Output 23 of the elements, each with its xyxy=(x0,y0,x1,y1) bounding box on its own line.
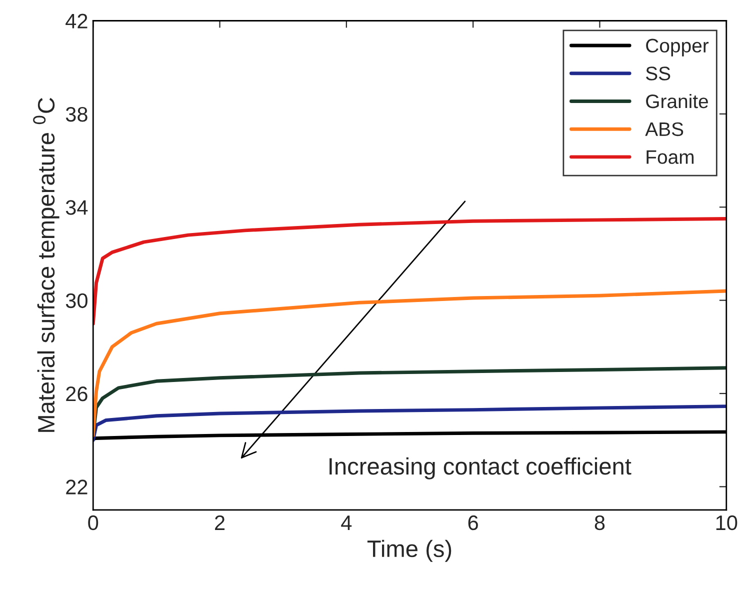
x-tick-label: 4 xyxy=(341,516,352,530)
line-series xyxy=(93,217,726,326)
legend-label: SS xyxy=(646,66,670,80)
y-tick-label: 30 xyxy=(66,293,88,308)
x-tick-label: 0 xyxy=(88,515,98,530)
line-series xyxy=(93,289,726,438)
x-tick-label: 2 xyxy=(215,515,225,530)
line-series xyxy=(93,404,726,442)
y-tick-label: 34 xyxy=(66,200,88,215)
x-tick-label: 8 xyxy=(594,515,605,530)
y-axis-title: Material surface temperature $^{0}$C xyxy=(33,98,60,432)
legend-label: Granite xyxy=(646,94,708,108)
y-tick-label: 22 xyxy=(66,480,88,494)
y-tick-label: 26 xyxy=(66,386,88,402)
legend-label: Copper xyxy=(646,38,709,56)
legend-label: Foam xyxy=(646,150,694,164)
y-tick-label: 38 xyxy=(66,106,88,122)
legend-label: ABS xyxy=(645,122,684,136)
x-tick-label: 10 xyxy=(716,515,738,530)
y-tick-label: 42 xyxy=(66,14,88,28)
annotation: Increasing contact coefficient xyxy=(330,457,632,480)
x-axis-title: Time (s) xyxy=(367,540,452,562)
x-tick-label: 6 xyxy=(468,515,478,530)
